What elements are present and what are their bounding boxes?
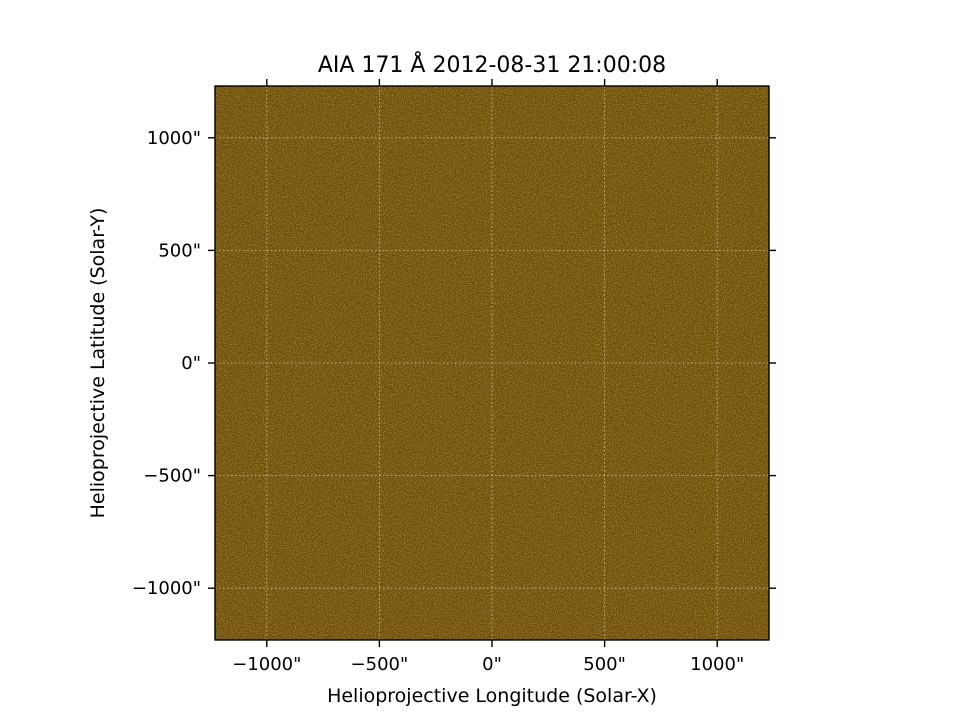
x-tick-label: 1000" (690, 654, 744, 675)
plot-area (215, 86, 769, 640)
grid-lines (215, 86, 769, 640)
y-tick-label: −1000" (132, 578, 201, 599)
x-axis-label: Helioprojective Longitude (Solar-X) (327, 685, 657, 707)
x-tick-label: 500" (583, 654, 626, 675)
ticks: −1000" −500" 0" 500" 1000" −1000" −500" 0" 500" 1… (132, 79, 776, 675)
x-tick-label: −500" (351, 654, 409, 675)
chart-title: AIA 171 Å 2012-08-31 21:00:08 (318, 51, 666, 78)
x-tick-label: −1000" (232, 654, 301, 675)
y-tick-label: 500" (158, 240, 201, 261)
y-tick-label: −500" (143, 466, 201, 487)
y-tick-label: 0" (181, 353, 201, 374)
x-tick-label: 0" (482, 654, 502, 675)
y-axis-label: Helioprojective Latitude (Solar-Y) (87, 208, 109, 519)
y-tick-label: 1000" (147, 128, 201, 149)
